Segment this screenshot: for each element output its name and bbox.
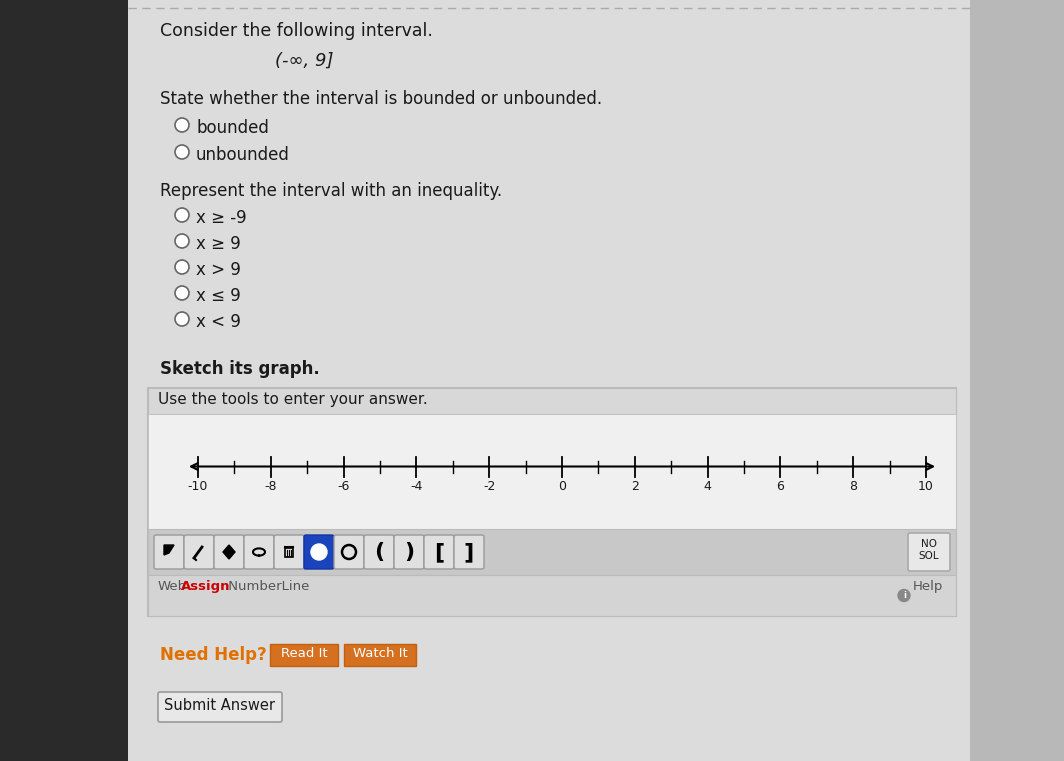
FancyBboxPatch shape bbox=[908, 533, 950, 571]
FancyBboxPatch shape bbox=[157, 692, 282, 722]
Polygon shape bbox=[164, 545, 174, 555]
Circle shape bbox=[311, 544, 327, 560]
Text: -8: -8 bbox=[265, 480, 277, 493]
Text: Assign: Assign bbox=[181, 580, 231, 593]
Text: x > 9: x > 9 bbox=[196, 261, 240, 279]
Text: -6: -6 bbox=[337, 480, 350, 493]
Text: 6: 6 bbox=[777, 480, 784, 493]
FancyBboxPatch shape bbox=[214, 535, 244, 569]
Text: -4: -4 bbox=[411, 480, 422, 493]
Circle shape bbox=[174, 145, 189, 159]
Text: x < 9: x < 9 bbox=[196, 313, 240, 331]
Text: [: [ bbox=[434, 542, 444, 562]
Text: Submit Answer: Submit Answer bbox=[165, 698, 276, 713]
Text: 10: 10 bbox=[918, 480, 934, 493]
FancyBboxPatch shape bbox=[334, 535, 364, 569]
Text: 8: 8 bbox=[849, 480, 858, 493]
FancyBboxPatch shape bbox=[394, 535, 423, 569]
Text: Watch It: Watch It bbox=[352, 647, 408, 660]
Text: Read It: Read It bbox=[281, 647, 328, 660]
Text: x ≥ -9: x ≥ -9 bbox=[196, 209, 247, 227]
Circle shape bbox=[174, 312, 189, 326]
Text: Sketch its graph.: Sketch its graph. bbox=[160, 360, 320, 378]
Text: 4: 4 bbox=[703, 480, 712, 493]
Text: State whether the interval is bounded or unbounded.: State whether the interval is bounded or… bbox=[160, 90, 602, 108]
FancyBboxPatch shape bbox=[423, 535, 454, 569]
Text: NumberLine: NumberLine bbox=[225, 580, 310, 593]
Circle shape bbox=[174, 118, 189, 132]
FancyBboxPatch shape bbox=[454, 535, 484, 569]
Text: Represent the interval with an inequality.: Represent the interval with an inequalit… bbox=[160, 182, 502, 200]
FancyBboxPatch shape bbox=[184, 535, 214, 569]
Text: NO
SOL: NO SOL bbox=[918, 539, 940, 562]
Text: (: ( bbox=[373, 542, 384, 562]
FancyBboxPatch shape bbox=[148, 414, 955, 529]
FancyBboxPatch shape bbox=[0, 0, 128, 761]
Circle shape bbox=[174, 260, 189, 274]
Text: (-∞, 9]: (-∞, 9] bbox=[275, 52, 333, 70]
FancyBboxPatch shape bbox=[275, 535, 304, 569]
FancyBboxPatch shape bbox=[244, 535, 275, 569]
Text: -10: -10 bbox=[188, 480, 209, 493]
Polygon shape bbox=[223, 545, 235, 559]
Text: Use the tools to enter your answer.: Use the tools to enter your answer. bbox=[157, 392, 428, 407]
Text: -2: -2 bbox=[483, 480, 496, 493]
FancyBboxPatch shape bbox=[148, 388, 955, 414]
FancyBboxPatch shape bbox=[270, 644, 338, 666]
Text: unbounded: unbounded bbox=[196, 146, 289, 164]
Text: 0: 0 bbox=[558, 480, 566, 493]
FancyBboxPatch shape bbox=[364, 535, 394, 569]
Circle shape bbox=[898, 590, 910, 601]
Text: Need Help?: Need Help? bbox=[160, 646, 267, 664]
Text: 2: 2 bbox=[631, 480, 638, 493]
Text: Consider the following interval.: Consider the following interval. bbox=[160, 22, 433, 40]
FancyBboxPatch shape bbox=[128, 0, 970, 761]
Text: i: i bbox=[903, 591, 907, 600]
Text: bounded: bounded bbox=[196, 119, 269, 137]
FancyBboxPatch shape bbox=[344, 644, 416, 666]
Text: x ≥ 9: x ≥ 9 bbox=[196, 235, 240, 253]
FancyBboxPatch shape bbox=[304, 535, 334, 569]
FancyBboxPatch shape bbox=[148, 388, 955, 616]
Circle shape bbox=[174, 208, 189, 222]
FancyBboxPatch shape bbox=[154, 535, 184, 569]
FancyBboxPatch shape bbox=[148, 575, 955, 616]
Circle shape bbox=[174, 286, 189, 300]
FancyBboxPatch shape bbox=[970, 0, 1064, 761]
Text: x ≤ 9: x ≤ 9 bbox=[196, 287, 240, 305]
FancyBboxPatch shape bbox=[148, 529, 955, 575]
Text: Web: Web bbox=[157, 580, 187, 593]
Circle shape bbox=[174, 234, 189, 248]
Text: ): ) bbox=[404, 542, 414, 562]
Text: Help: Help bbox=[913, 580, 944, 593]
Text: ]: ] bbox=[464, 542, 475, 562]
